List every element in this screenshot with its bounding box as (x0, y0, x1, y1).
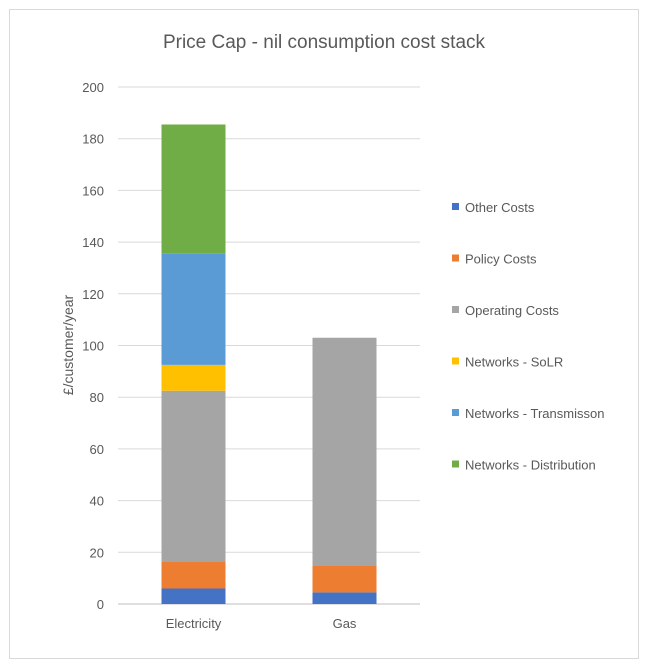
y-tick-label: 120 (82, 287, 104, 302)
bars (161, 124, 377, 604)
bar-segment (312, 337, 377, 566)
y-tick-labels: 0 20 40 60 80 100 120 140 160 180 200 (82, 80, 104, 612)
bar-segment (312, 565, 377, 593)
legend-label: Operating Costs (465, 303, 559, 318)
y-tick-label: 40 (90, 494, 104, 509)
legend: Other Costs Policy Costs Operating Costs Ne… (452, 200, 604, 473)
y-tick-label: 20 (90, 545, 104, 560)
y-tick-label: 180 (82, 132, 104, 147)
bar-segment (312, 592, 377, 604)
y-tick-label: 100 (82, 339, 104, 354)
bar-segment (161, 253, 226, 365)
legend-swatch (452, 357, 459, 365)
y-tick-label: 60 (90, 442, 104, 457)
legend-swatch (452, 254, 459, 262)
legend-label: Other Costs (465, 200, 535, 215)
y-tick-label: 160 (82, 183, 104, 198)
legend-swatch (452, 203, 459, 210)
legend-swatch (452, 409, 459, 416)
bar-segment (161, 364, 226, 391)
bar-segment (161, 124, 226, 254)
bar-segment (161, 588, 226, 604)
bar-segment (161, 390, 226, 562)
x-tick-label: Electricity (166, 616, 222, 631)
legend-label: Policy Costs (465, 252, 537, 267)
legend-swatch (452, 306, 459, 313)
legend-swatch (452, 460, 459, 468)
chart-title: Price Cap - nil consumption cost stack (163, 32, 486, 53)
y-tick-label: 0 (97, 597, 104, 612)
y-tick-label: 80 (90, 390, 104, 405)
legend-label: Networks - SoLR (465, 355, 563, 370)
x-tick-label: Gas (333, 616, 357, 631)
y-axis-label: £/customer/year (60, 294, 76, 395)
x-tick-labels: Electricity Gas (166, 616, 357, 631)
y-tick-label: 140 (82, 235, 104, 250)
legend-label: Networks - Distribution (465, 458, 596, 473)
bar-segment (161, 561, 226, 589)
legend-label: Networks - Transmisson (465, 406, 604, 421)
y-tick-label: 200 (82, 80, 104, 95)
